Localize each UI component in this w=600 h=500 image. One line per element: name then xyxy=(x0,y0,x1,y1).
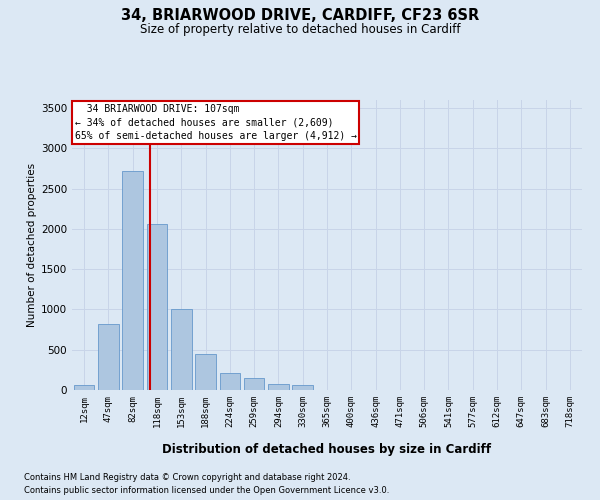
Text: 34, BRIARWOOD DRIVE, CARDIFF, CF23 6SR: 34, BRIARWOOD DRIVE, CARDIFF, CF23 6SR xyxy=(121,8,479,22)
Bar xyxy=(122,171,143,390)
Bar xyxy=(98,324,119,390)
Bar xyxy=(146,224,167,390)
Bar xyxy=(74,385,94,390)
Bar xyxy=(292,385,313,390)
Text: Size of property relative to detached houses in Cardiff: Size of property relative to detached ho… xyxy=(140,22,460,36)
Bar xyxy=(195,354,216,390)
Text: Contains HM Land Registry data © Crown copyright and database right 2024.: Contains HM Land Registry data © Crown c… xyxy=(24,472,350,482)
Bar xyxy=(171,310,191,390)
Text: Contains public sector information licensed under the Open Government Licence v3: Contains public sector information licen… xyxy=(24,486,389,495)
Text: Distribution of detached houses by size in Cardiff: Distribution of detached houses by size … xyxy=(163,442,491,456)
Bar xyxy=(220,373,240,390)
Text: 34 BRIARWOOD DRIVE: 107sqm
← 34% of detached houses are smaller (2,609)
65% of s: 34 BRIARWOOD DRIVE: 107sqm ← 34% of deta… xyxy=(74,104,356,141)
Bar xyxy=(244,378,265,390)
Bar xyxy=(268,384,289,390)
Y-axis label: Number of detached properties: Number of detached properties xyxy=(27,163,37,327)
